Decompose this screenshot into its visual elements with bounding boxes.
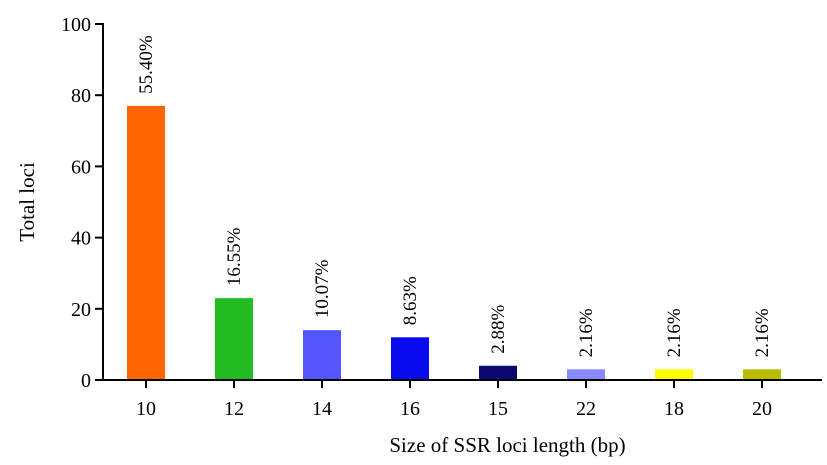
x-tick-label: 18	[664, 398, 684, 420]
bar-data-label: 16.55%	[224, 227, 245, 286]
bar-data-label: 2.16%	[576, 308, 597, 357]
bar	[743, 369, 781, 380]
y-tick-label: 20	[71, 299, 91, 321]
bars-group	[127, 105, 781, 380]
bar-data-label: 10.07%	[312, 259, 333, 318]
bar-data-label: 2.16%	[752, 308, 773, 357]
x-tick-label: 22	[576, 398, 596, 420]
bar-data-label: 2.88%	[488, 305, 509, 354]
x-tick-label: 15	[488, 398, 508, 420]
bar	[479, 365, 517, 380]
x-tick-label: 16	[400, 398, 420, 420]
y-axis-ticks: 0 20 40 60 80 100	[61, 14, 103, 392]
bar-data-label: 8.63%	[400, 276, 421, 325]
data-labels-group: 55.40% 16.55% 10.07% 8.63% 2.88% 2.16% 2.16% 2.…	[136, 35, 773, 357]
bar	[567, 369, 605, 380]
bar-data-label: 55.40%	[136, 35, 157, 94]
bar	[655, 369, 693, 380]
y-tick-label: 0	[81, 370, 91, 392]
bar-data-label: 2.16%	[664, 308, 685, 357]
x-tick-label: 20	[752, 398, 772, 420]
x-tick-label: 14	[312, 398, 332, 420]
bar	[303, 330, 341, 380]
bar	[127, 105, 165, 380]
y-tick-label: 100	[61, 14, 91, 36]
x-axis-ticks: 10 12 14 16 15 22 18 20	[136, 380, 772, 420]
bar	[215, 298, 253, 380]
x-tick-label: 12	[224, 398, 244, 420]
x-axis-title: Size of SSR loci length (bp)	[389, 433, 625, 457]
bar	[391, 337, 429, 380]
y-tick-label: 40	[71, 228, 91, 250]
y-axis-title: Total loci	[15, 162, 39, 242]
y-tick-label: 60	[71, 156, 91, 178]
x-tick-label: 10	[136, 398, 156, 420]
y-tick-label: 80	[71, 85, 91, 107]
